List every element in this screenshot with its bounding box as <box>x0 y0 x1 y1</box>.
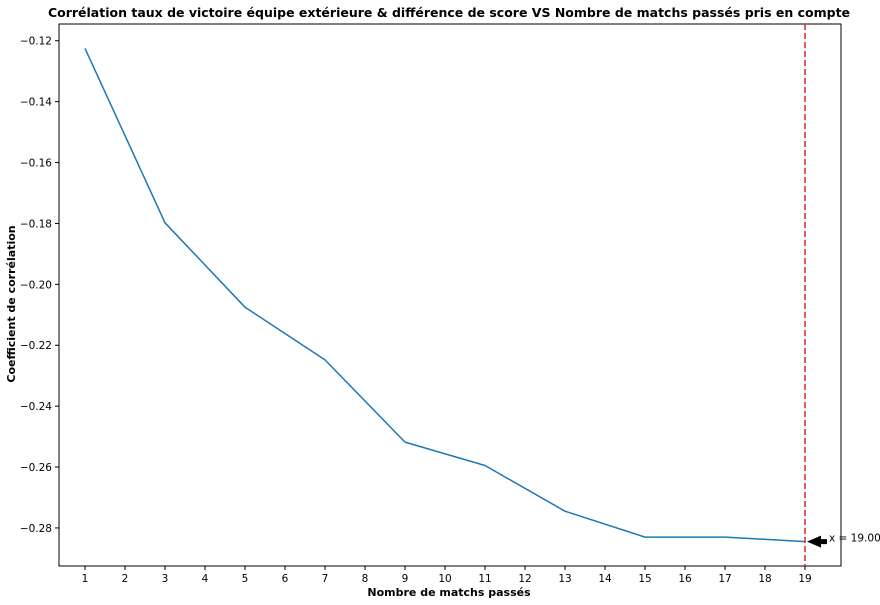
x-tick-label: 18 <box>758 573 771 585</box>
chart-title: Corrélation taux de victoire équipe exté… <box>48 5 850 20</box>
y-tick-label: −0.20 <box>20 279 52 291</box>
x-tick-label: 15 <box>638 573 651 585</box>
x-axis-title: Nombre de matchs passés <box>367 586 531 599</box>
x-tick-label: 10 <box>438 573 451 585</box>
plot-area: 1 2 3 4 5 6 7 8 9 10 11 12 13 14 15 16 17 18 19−0.12−0.14−… <box>20 23 880 585</box>
x-tick-label: 2 <box>122 573 129 585</box>
x-tick-label: 5 <box>242 573 249 585</box>
x-tick-label: 6 <box>282 573 289 585</box>
x-tick-label: 17 <box>718 573 731 585</box>
y-tick-label: −0.28 <box>20 523 52 535</box>
x-tick-label: 9 <box>402 573 409 585</box>
y-tick-label: −0.16 <box>20 158 52 170</box>
annotation-label: x = 19.00 <box>829 533 880 545</box>
y-tick-label: −0.22 <box>20 340 52 352</box>
y-tick-label: −0.26 <box>20 462 52 474</box>
x-tick-label: 8 <box>362 573 369 585</box>
series-line <box>84 48 806 543</box>
y-tick-label: −0.14 <box>20 97 52 109</box>
x-tick-label: 4 <box>202 573 209 585</box>
x-tick-label: 13 <box>558 573 571 585</box>
x-tick-label: 16 <box>678 573 692 585</box>
x-tick-label: 1 <box>82 573 89 585</box>
x-tick-label: 7 <box>322 573 329 585</box>
x-tick-label: 14 <box>598 573 612 585</box>
x-tick-label: 19 <box>798 573 811 585</box>
plot-frame <box>58 23 842 567</box>
x-tick-label: 11 <box>478 573 491 585</box>
annotation-arrow <box>807 535 827 548</box>
y-tick-label: −0.18 <box>20 218 52 230</box>
y-axis-title: Coefficient de corrélation <box>5 225 18 382</box>
x-tick-label: 3 <box>162 573 169 585</box>
y-tick-label: −0.12 <box>20 36 52 48</box>
y-tick-label: −0.24 <box>20 401 52 413</box>
x-tick-label: 12 <box>518 573 531 585</box>
